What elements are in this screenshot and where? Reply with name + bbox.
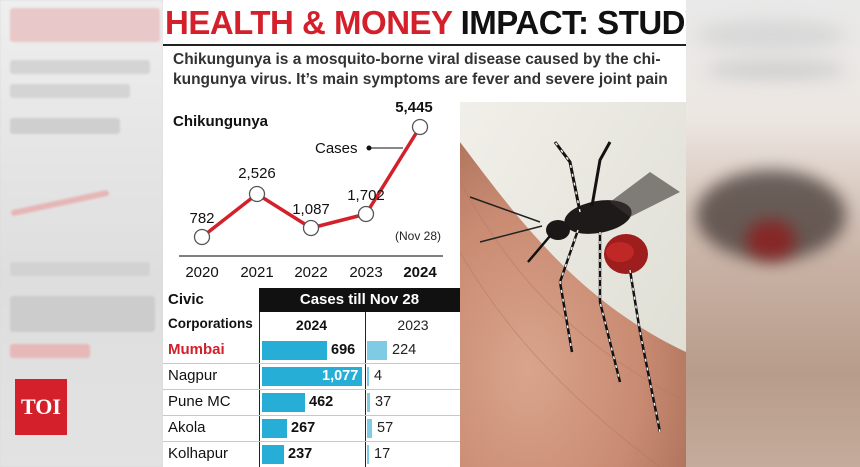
bar-2023-mumbai (367, 341, 387, 360)
table-row: Nagpur 1,077 4 (163, 364, 460, 389)
value-2024-nagpur: 1,077 (322, 368, 359, 384)
ghost-blob-1 (696, 20, 846, 50)
bar-2024-nagpur (262, 367, 362, 386)
bar-2024-akola (262, 419, 287, 438)
ghost-blood-blob (746, 220, 796, 260)
headline-part-1: HEALTH & MONEY (165, 4, 452, 41)
table-row: Akola 267 57 (163, 416, 460, 441)
bar-2024-pune-mc (262, 393, 305, 412)
data-point-2020 (193, 228, 211, 246)
ghost-text-1 (10, 60, 150, 74)
value-2024-kolhapur: 237 (288, 446, 313, 462)
value-2024-mumbai: 696 (331, 342, 356, 358)
chart-title: Chikungunya (173, 113, 269, 130)
table-row: Mumbai 696 224 (163, 338, 460, 363)
header-civic: Civic (168, 291, 204, 308)
background-right-blur (686, 0, 860, 467)
value-2024-akola: 267 (291, 420, 316, 436)
header-cases-till: Cases till Nov 28 (259, 288, 460, 312)
cases-table: Civic Corporations Cases till Nov 28 202… (163, 288, 460, 467)
x-tick-2022: 2022 (294, 264, 327, 281)
line-chart: 782 2020 2,526 2021 1,087 2022 1,702 2023 5,445 2… (179, 99, 443, 281)
data-label-2021: 2,526 (238, 165, 276, 182)
row-separator (163, 389, 460, 390)
value-2023-pune-mc: 37 (375, 394, 392, 410)
headline-part-2: IMPACT: STUDY (460, 4, 686, 41)
bar-2023-akola (367, 419, 372, 438)
toi-logo: TOI (15, 379, 67, 435)
ghost-line (10, 189, 110, 217)
x-tick-2020: 2020 (185, 264, 218, 281)
value-2023-akola: 57 (377, 420, 394, 436)
value-2023-kolhapur: 17 (374, 446, 391, 462)
data-label-2020: 782 (189, 210, 214, 227)
x-tick-2024: 2024 (403, 264, 437, 281)
series-label-cases: Cases (315, 140, 358, 157)
ghost-years (10, 262, 150, 276)
row-name-pune-mc: Pune MC (168, 393, 231, 410)
data-point-2024 (411, 118, 429, 136)
header-corporations: Corporations (168, 316, 253, 331)
row-separator (163, 441, 460, 442)
table-row: Kolhapur 237 17 (163, 442, 460, 467)
mosquito-photo (460, 102, 686, 467)
data-point-2023 (357, 205, 375, 223)
headline: HEALTH & MONEY IMPACT: STUDY (165, 4, 686, 42)
ghost-text-3 (10, 118, 120, 134)
annotation-nov-28: (Nov 28) (395, 229, 441, 243)
data-label-2024: 5,445 (395, 99, 433, 116)
intro-line-1: Chikungunya is a mosquito-borne viral di… (173, 51, 661, 68)
ghost-headline (10, 8, 160, 42)
bar-2023-kolhapur (367, 445, 369, 464)
data-point-2021 (248, 185, 266, 203)
ghost-blob-2 (706, 60, 846, 80)
data-point-2022 (302, 219, 320, 237)
intro-text: Chikungunya is a mosquito-borne viral di… (173, 50, 685, 90)
value-2024-pune-mc: 462 (309, 394, 334, 410)
intro-line-2: kungunya virus. It’s main symptoms are f… (173, 71, 668, 88)
value-2023-mumbai: 224 (392, 342, 417, 358)
bar-2024-mumbai (262, 341, 327, 360)
x-tick-2021: 2021 (240, 264, 273, 281)
data-label-2023: 1,702 (347, 187, 385, 204)
data-label-2022: 1,087 (292, 201, 330, 218)
row-name-kolhapur: Kolhapur (168, 445, 229, 462)
bar-2023-nagpur (367, 367, 369, 386)
value-2023-nagpur: 4 (374, 368, 383, 384)
bar-2023-pune-mc (367, 393, 370, 412)
x-tick-2023: 2023 (349, 264, 382, 281)
ghost-header (10, 296, 155, 332)
bar-2024-kolhapur (262, 445, 284, 464)
header-year-2023: 2023 (397, 317, 429, 333)
ghost-text-2 (10, 84, 130, 98)
header-year-2024: 2024 (295, 317, 328, 333)
row-name-akola: Akola (168, 419, 206, 436)
ghost-row (10, 344, 90, 358)
row-separator (163, 415, 460, 416)
row-name-nagpur: Nagpur (168, 367, 218, 384)
row-name-mumbai: Mumbai (168, 341, 225, 358)
infographic-card: HEALTH & MONEY IMPACT: STUDY Chikungunya… (163, 0, 686, 467)
table-header-left: Civic Corporations (165, 288, 259, 336)
table-row: Pune MC 462 37 (163, 390, 460, 415)
row-separator (163, 363, 460, 364)
headline-rule (163, 44, 686, 46)
